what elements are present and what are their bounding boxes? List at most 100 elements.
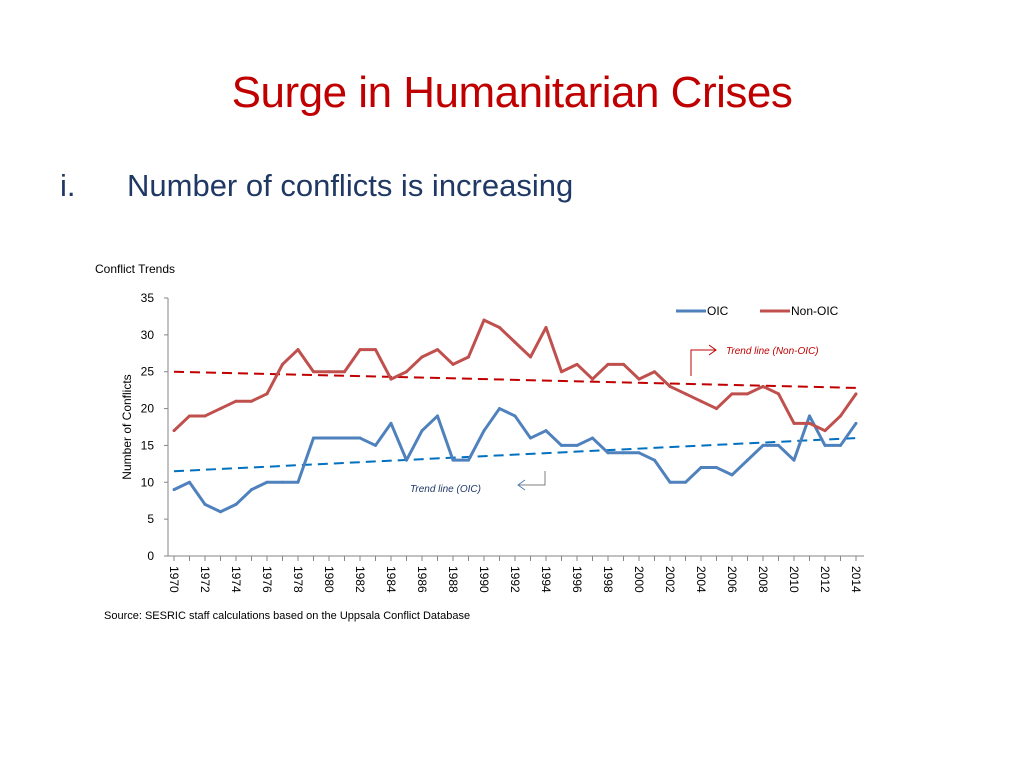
- data-point-non-oic: [668, 384, 672, 388]
- data-point-non-oic: [560, 370, 563, 374]
- data-point-non-oic: [529, 355, 532, 359]
- data-point-non-oic: [498, 325, 501, 329]
- data-point-oic: [358, 436, 362, 440]
- data-point-non-oic: [699, 399, 703, 403]
- x-tick-label: 1996: [570, 566, 584, 593]
- series-line-non-oic: [172, 318, 858, 433]
- data-point-non-oic: [591, 377, 594, 381]
- data-point-non-oic: [823, 429, 827, 433]
- data-point-non-oic: [327, 370, 331, 374]
- data-point-non-oic: [203, 414, 207, 418]
- y-tick-label: 35: [141, 291, 155, 305]
- data-point-non-oic: [854, 392, 858, 396]
- data-point-oic: [451, 458, 455, 462]
- data-point-non-oic: [730, 392, 734, 396]
- x-tick-label: 2014: [849, 566, 863, 593]
- data-point-non-oic: [746, 392, 749, 396]
- y-tick-label: 0: [147, 549, 154, 563]
- bullet-text: Number of conflicts is increasing: [127, 168, 574, 203]
- data-point-oic: [436, 414, 439, 418]
- data-point-oic: [684, 480, 687, 484]
- x-tick-label: 2010: [787, 566, 801, 593]
- data-point-non-oic: [513, 340, 517, 344]
- data-point-oic: [203, 502, 207, 506]
- annotation-arrowhead: [708, 344, 717, 356]
- data-point-oic: [653, 458, 656, 462]
- x-tick-label: 1978: [291, 566, 305, 593]
- legend-label: OIC: [707, 304, 729, 318]
- data-point-non-oic: [374, 348, 377, 352]
- data-point-oic: [544, 429, 548, 433]
- x-tick-label: 1976: [260, 566, 274, 593]
- data-point-oic: [746, 458, 749, 462]
- data-point-oic: [219, 510, 222, 514]
- x-tick-label: 1992: [508, 566, 522, 593]
- data-point-oic: [281, 480, 284, 484]
- data-point-oic: [188, 480, 191, 484]
- data-point-oic: [792, 458, 796, 462]
- data-point-oic: [560, 443, 563, 447]
- data-point-oic: [575, 443, 579, 447]
- data-point-non-oic: [715, 407, 718, 411]
- x-tick-label: 2000: [632, 566, 646, 593]
- x-tick-label: 1970: [167, 566, 181, 593]
- data-point-oic: [808, 414, 811, 418]
- data-point-oic: [234, 502, 238, 506]
- data-point-oic: [405, 458, 408, 462]
- data-point-oic: [513, 414, 517, 418]
- data-point-non-oic: [761, 384, 765, 388]
- data-point-non-oic: [451, 362, 455, 366]
- x-tick-label: 1998: [601, 566, 615, 593]
- legend-label: Non-OIC: [791, 304, 839, 318]
- series-line-oic: [173, 407, 858, 514]
- data-point-non-oic: [482, 318, 486, 322]
- x-tick-label: 1982: [353, 566, 367, 593]
- data-point-oic: [777, 443, 780, 447]
- data-point-oic: [761, 443, 765, 447]
- x-tick-label: 1988: [446, 566, 460, 593]
- x-tick-label: 2006: [725, 566, 739, 593]
- y-tick-label: 30: [141, 328, 155, 342]
- data-point-non-oic: [420, 355, 424, 359]
- data-point-oic: [296, 480, 300, 484]
- data-point-oic: [312, 436, 315, 440]
- bullet-point: i. Number of conflicts is increasing: [60, 168, 573, 204]
- y-tick-label: 15: [141, 438, 155, 452]
- data-point-non-oic: [296, 348, 300, 352]
- data-point-non-oic: [684, 392, 687, 396]
- data-point-oic: [591, 436, 594, 440]
- data-point-oic: [699, 466, 703, 470]
- trend-line-non-oic: [173, 370, 857, 389]
- data-point-non-oic: [389, 377, 393, 381]
- data-point-non-oic: [343, 370, 346, 374]
- data-point-oic: [250, 488, 253, 492]
- data-point-oic: [606, 451, 610, 455]
- data-point-oic: [482, 429, 486, 433]
- x-tick-label: 1986: [415, 566, 429, 593]
- annotation-connector: [690, 349, 716, 376]
- y-axis-label: Number of Conflicts: [120, 374, 134, 479]
- source-note: Source: SESRIC staff calculations based …: [104, 610, 471, 622]
- data-point-oic: [420, 429, 424, 433]
- data-point-non-oic: [637, 377, 641, 381]
- x-tick-label: 2002: [663, 566, 677, 593]
- data-point-non-oic: [436, 348, 439, 352]
- data-point-oic: [854, 421, 858, 425]
- data-point-oic: [374, 443, 377, 447]
- annotation-arrowhead: [517, 479, 526, 491]
- data-point-non-oic: [219, 407, 222, 411]
- slide-title: Surge in Humanitarian Crises: [231, 68, 793, 117]
- data-point-non-oic: [575, 362, 579, 366]
- data-point-non-oic: [358, 348, 362, 352]
- x-tick-label: 1990: [477, 566, 491, 593]
- y-tick-label: 20: [141, 402, 155, 416]
- x-tick-label: 1984: [384, 566, 398, 593]
- annotation-label: Trend line (OIC): [410, 484, 481, 495]
- data-point-oic: [529, 436, 532, 440]
- bullet-number: i.: [60, 168, 76, 203]
- data-point-non-oic: [622, 362, 625, 366]
- x-tick-label: 1974: [229, 566, 243, 593]
- data-point-oic: [839, 443, 842, 447]
- data-point-non-oic: [792, 421, 796, 425]
